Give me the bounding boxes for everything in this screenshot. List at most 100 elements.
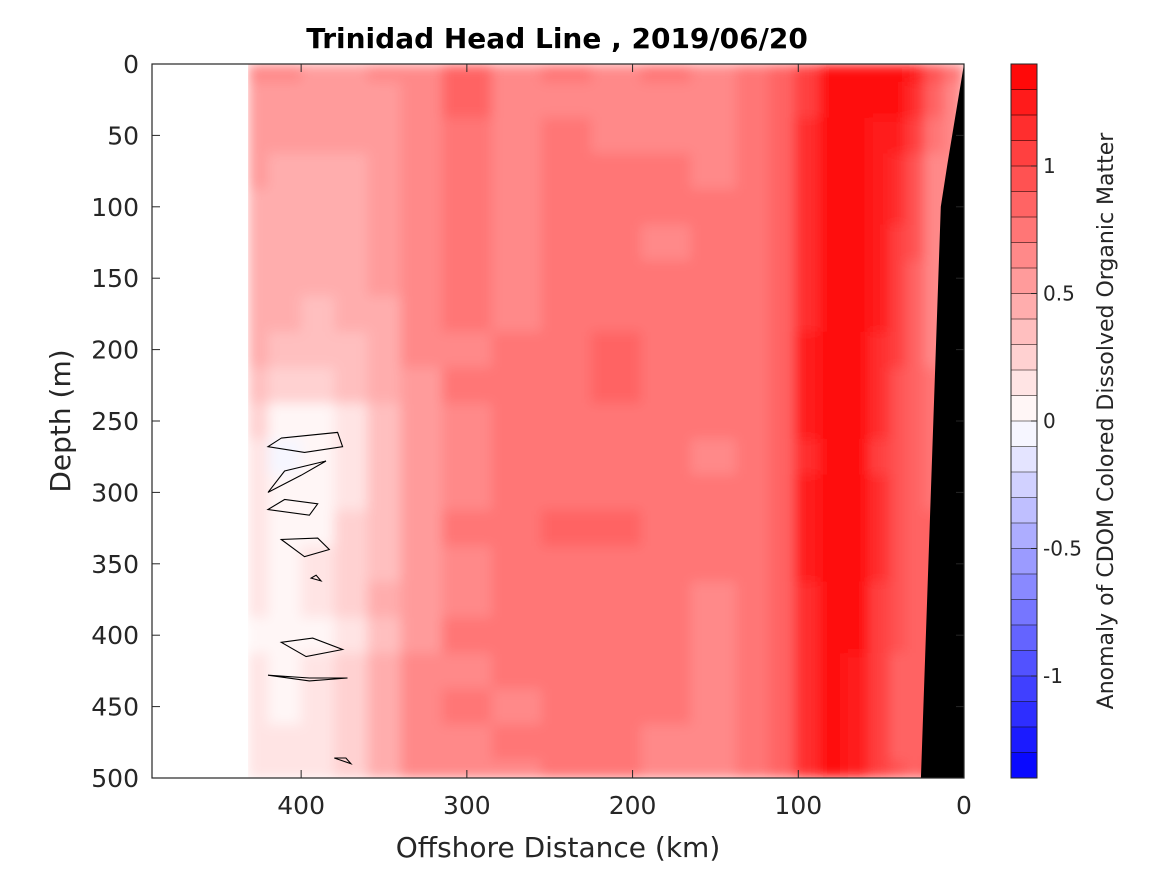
field-cell (819, 81, 845, 119)
field-cell (268, 403, 302, 440)
field-cell (736, 510, 770, 547)
field-cell (794, 64, 820, 83)
field-cell (491, 81, 543, 119)
field-cell (868, 510, 891, 547)
contour-line (309, 574, 323, 582)
field-cell (400, 403, 443, 440)
field-cell (819, 617, 845, 654)
field-cell (769, 438, 795, 476)
field-cell (906, 510, 925, 547)
field-cell (640, 617, 692, 654)
field-cell (906, 153, 925, 190)
field-cell (400, 724, 443, 761)
field-cell (367, 81, 402, 119)
field-cell (334, 188, 369, 226)
field-cell (640, 688, 692, 726)
field-cell (491, 117, 543, 154)
field-cell (868, 653, 891, 690)
field-cell (442, 117, 493, 154)
field-cell (491, 331, 543, 369)
field-cell (843, 760, 870, 778)
field-cell (736, 367, 770, 404)
field-cell (400, 188, 443, 226)
field-cell (843, 688, 870, 726)
field-cell (769, 224, 795, 261)
field-cell (794, 474, 820, 511)
field-cell (843, 260, 870, 297)
field-cell (400, 153, 443, 190)
field-cell (819, 224, 845, 261)
field-cell (591, 545, 642, 583)
field-cell (640, 545, 692, 583)
field-cell (334, 724, 369, 761)
field-cell (442, 188, 493, 226)
field-cell (924, 81, 945, 119)
field-cell (889, 296, 907, 333)
field-cell (442, 153, 493, 190)
field-cell (442, 581, 493, 618)
field-cell (906, 545, 925, 583)
field-cell (769, 617, 795, 654)
field-cell (442, 724, 493, 761)
field-cell (541, 510, 592, 547)
field-cell (906, 224, 925, 261)
field-cell (889, 724, 907, 761)
field-cell (794, 117, 820, 154)
field-cell (248, 438, 269, 476)
field-cell (591, 117, 642, 154)
field-cell (640, 403, 692, 440)
x-tick-label: 400 (277, 791, 325, 820)
field-cell (268, 724, 302, 761)
field-cell (334, 81, 369, 119)
field-cell (334, 688, 369, 726)
field-cell (334, 760, 369, 778)
contour-line (266, 498, 319, 516)
field-cell (889, 224, 907, 261)
x-tick-label: 300 (443, 791, 491, 820)
field-cell (301, 617, 335, 654)
colorbar-tick-label: 0.5 (1043, 282, 1075, 306)
field-cell (843, 474, 870, 511)
field-cell (367, 367, 402, 404)
y-axis: 0 50 100 150 200 250 300 350 400 450 500 (91, 50, 964, 793)
field-cell (889, 260, 907, 297)
field-cell (400, 474, 443, 511)
field-cell (334, 117, 369, 154)
field-cell (541, 331, 592, 369)
field-cell (889, 474, 907, 511)
field-cell (736, 81, 770, 119)
field-cell (906, 331, 925, 369)
field-cell (889, 688, 907, 726)
field-cell (843, 545, 870, 583)
field-cell (248, 403, 269, 440)
field-cell (794, 653, 820, 690)
field-cell (442, 617, 493, 654)
field-cell (889, 367, 907, 404)
field-cell (640, 760, 692, 778)
field-cell (541, 260, 592, 297)
field-cell (367, 724, 402, 761)
field-cell (591, 296, 642, 333)
field-cell (541, 296, 592, 333)
field-cell (843, 188, 870, 226)
field-cell (794, 510, 820, 547)
field-cell (906, 403, 925, 440)
field-cell (491, 224, 543, 261)
field-cell (924, 188, 945, 226)
field-cell (301, 545, 335, 583)
field-cell (248, 724, 269, 761)
field-cell (889, 403, 907, 440)
field-cell (442, 510, 493, 547)
field-cell (301, 188, 335, 226)
field-cell (736, 331, 770, 369)
field-cell (268, 117, 302, 154)
field-cell (541, 474, 592, 511)
field-cell (541, 367, 592, 404)
field-cell (690, 64, 737, 83)
field-cell (367, 153, 402, 190)
field-cell (541, 188, 592, 226)
field-cell (769, 510, 795, 547)
field-cell (769, 724, 795, 761)
field-cell (794, 581, 820, 618)
field-cell (690, 331, 737, 369)
